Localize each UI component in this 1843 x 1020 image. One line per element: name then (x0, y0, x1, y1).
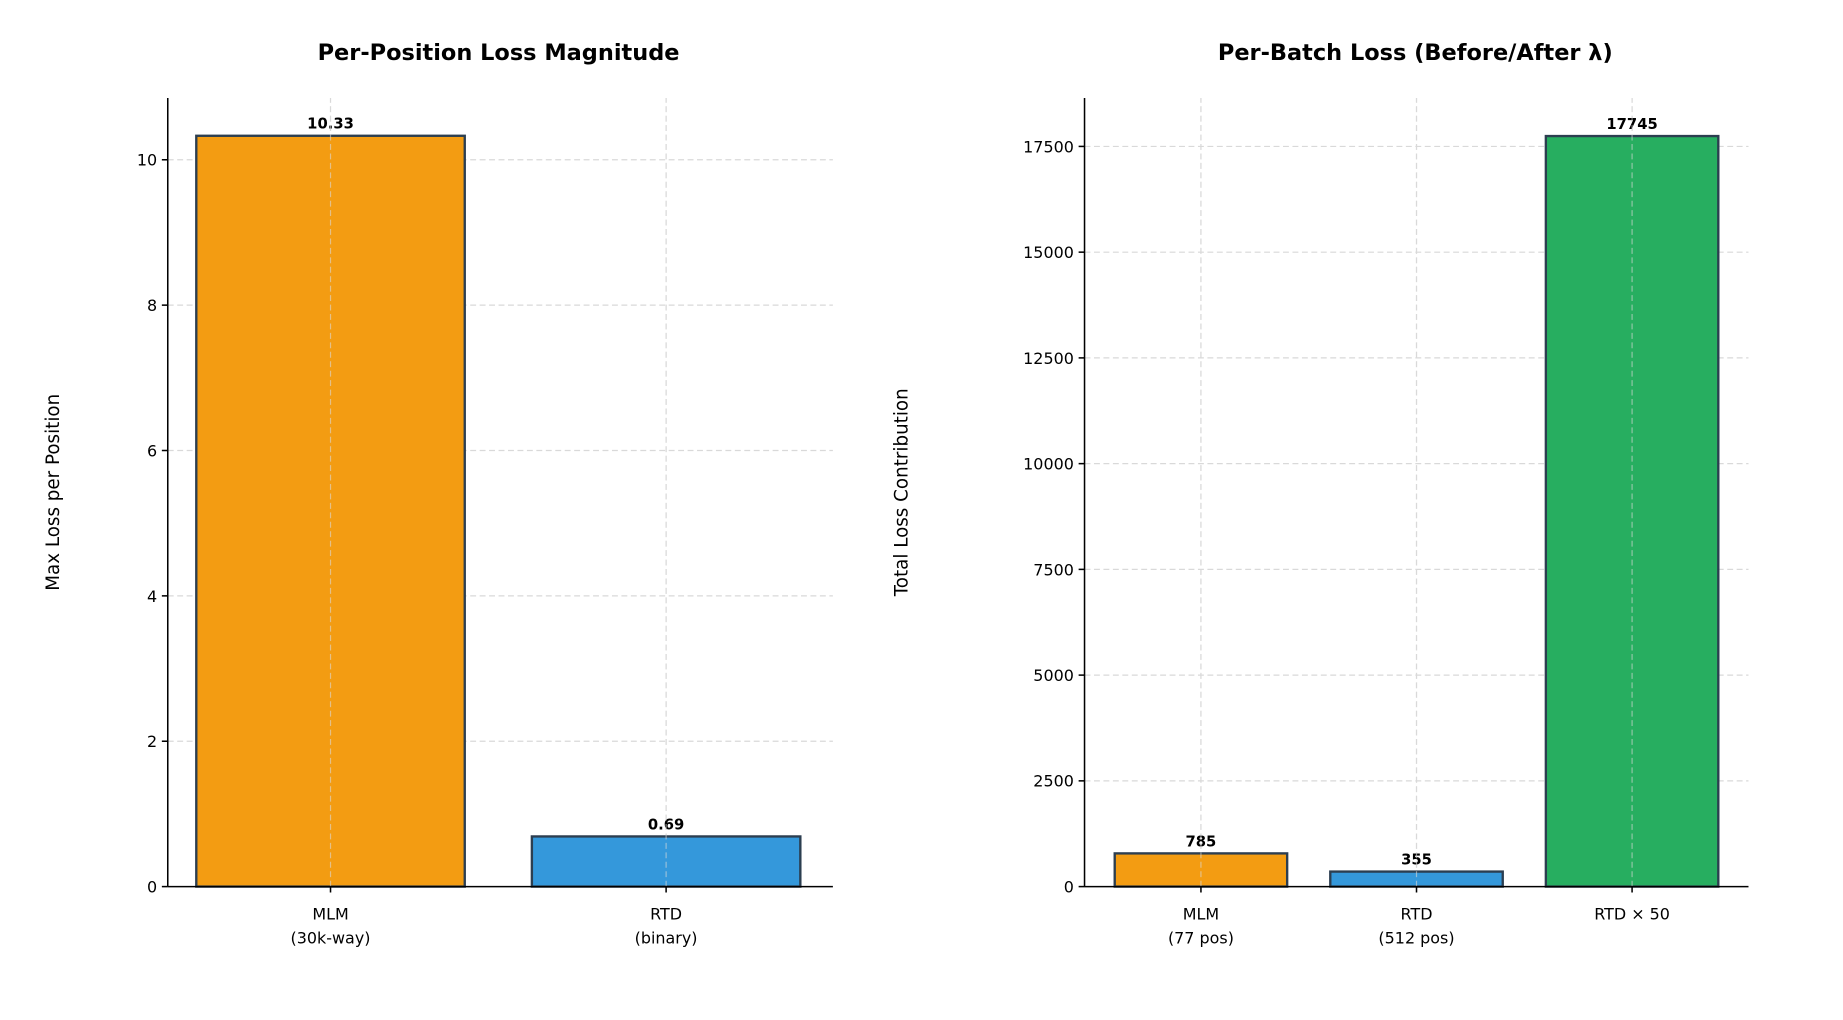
data-label: 17745 (1606, 116, 1657, 133)
x-tick-label: RTD × 50 (1594, 905, 1670, 924)
x-tick-label: MLM (30k-way) (291, 905, 371, 948)
y-axis-label: Total Loss Contribution (891, 388, 912, 597)
y-tick-label: 6 (147, 441, 157, 460)
y-axis-label: Max Loss per Position (43, 394, 64, 591)
x-tick-label: RTD (binary) (635, 905, 698, 948)
y-tick-label: 5000 (1033, 666, 1074, 685)
y-tick-label: 4 (147, 587, 157, 606)
chart-title: Per-Batch Loss (Before/After λ) (1218, 40, 1613, 66)
y-tick-label: 8 (147, 296, 157, 315)
chart-panel-2: 785 355 17745 0 2500 5000 7500 10000 12500 15000 1… (891, 40, 1749, 948)
y-tick-label: 15000 (1023, 243, 1074, 262)
x-tick-label: MLM (77 pos) (1168, 905, 1234, 948)
y-tick-label: 17500 (1023, 137, 1074, 156)
y-tick-label: 12500 (1023, 349, 1074, 368)
y-tick-label: 2500 (1033, 772, 1074, 791)
y-tick-label: 0 (1064, 878, 1074, 897)
y-tick-label: 10 (137, 151, 157, 170)
data-label: 355 (1401, 852, 1432, 869)
y-tick-label: 10000 (1023, 455, 1074, 474)
x-tick-label: RTD (512 pos) (1378, 905, 1454, 948)
y-tick-label: 2 (147, 732, 157, 751)
chart-title: Per-Position Loss Magnitude (318, 40, 680, 66)
data-label: 785 (1186, 833, 1217, 850)
y-tick-label: 0 (147, 878, 157, 897)
y-tick-label: 7500 (1033, 560, 1074, 579)
data-label: 10.33 (307, 116, 354, 133)
